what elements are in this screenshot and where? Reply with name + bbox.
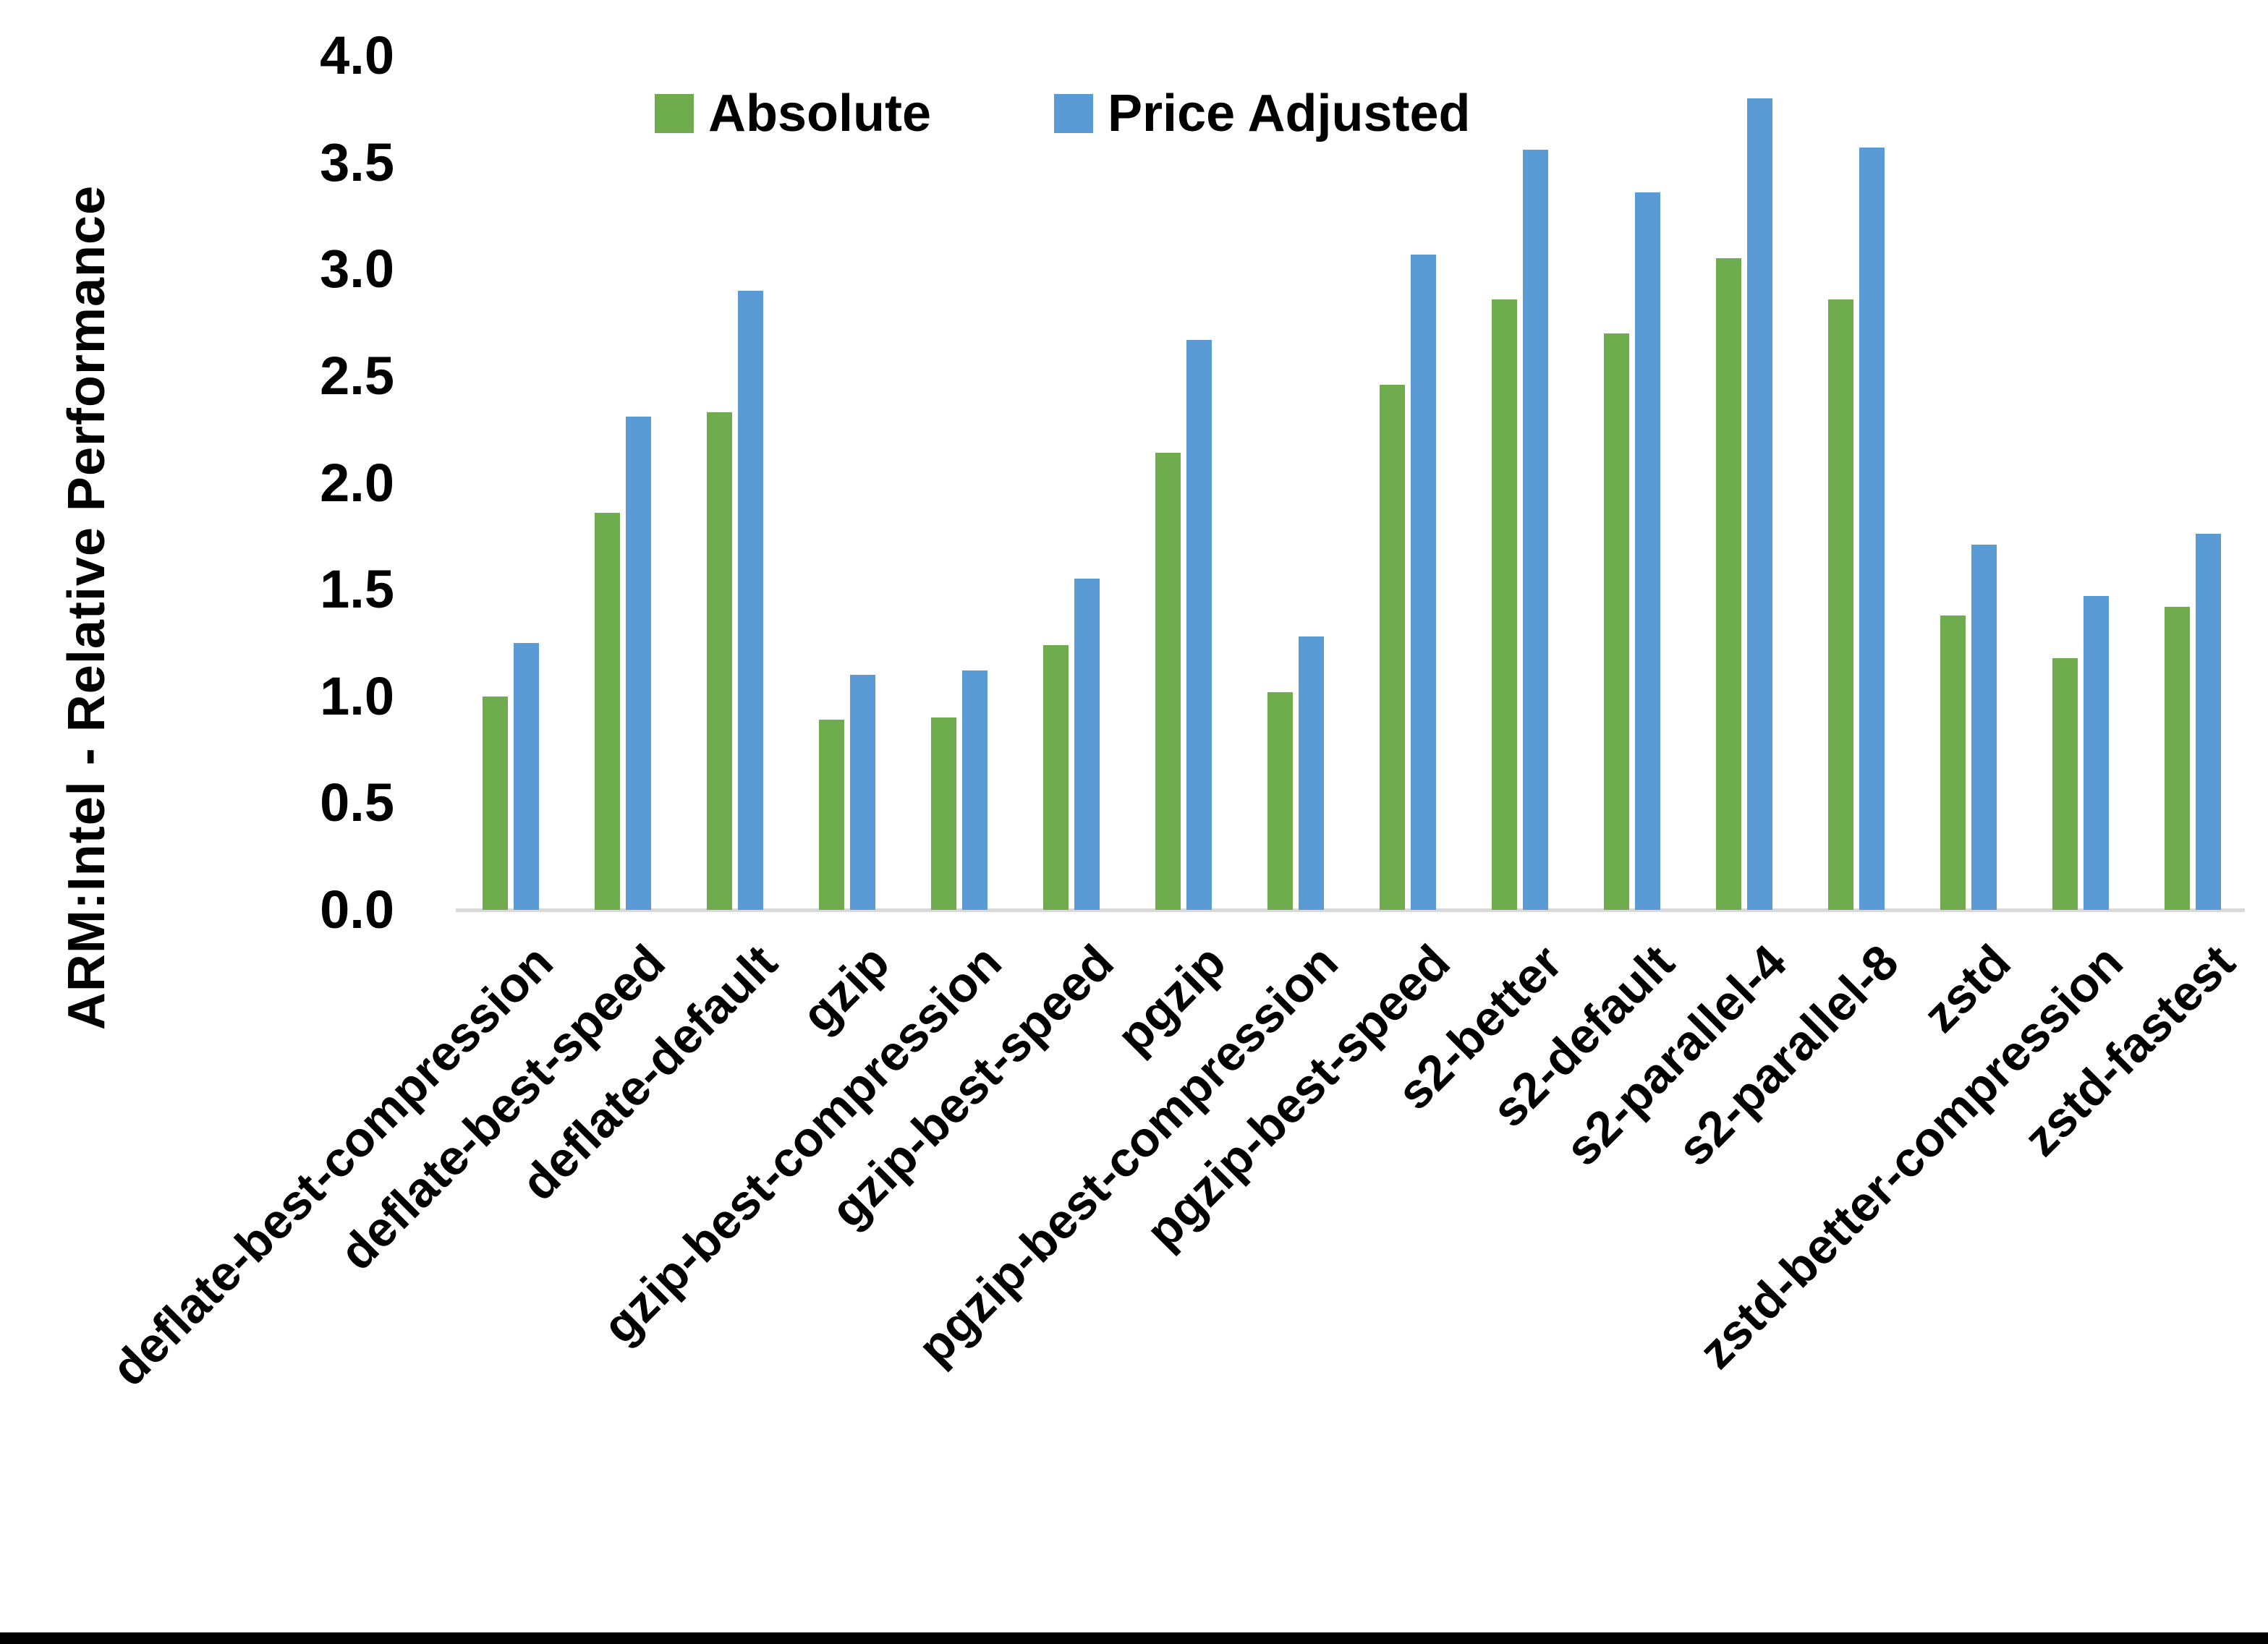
bar-price-adjusted-deflate-default [738,291,763,910]
bar-absolute-pgzip-best-compression [1267,692,1293,910]
bar-price-adjusted-deflate-best-compression [514,643,539,910]
bottom-border-bar [0,1632,2268,1644]
bar-price-adjusted-gzip-best-speed [1074,579,1100,910]
y-tick-4.0: 4.0 [320,25,394,85]
y-axis-title: ARM:Intel - Relative Performance [58,184,116,1031]
y-tick-3.5: 3.5 [320,132,394,192]
bar-absolute-deflate-best-compression [483,697,508,910]
bar-absolute-pgzip-best-speed [1380,385,1405,910]
bar-absolute-pgzip [1155,453,1181,910]
bar-absolute-gzip [819,720,844,910]
bar-absolute-s2-better [1492,299,1517,910]
bar-price-adjusted-s2-parallel-8 [1859,148,1885,910]
y-tick-2.5: 2.5 [320,345,394,406]
legend-item-price-adjusted: Price Adjusted [1054,84,1470,143]
y-tick-0.5: 0.5 [320,772,394,833]
y-tick-3.0: 3.0 [320,239,394,299]
legend: Absolute Price Adjusted [655,84,1470,143]
y-tick-2.0: 2.0 [320,452,394,513]
bar-price-adjusted-pgzip [1186,340,1212,910]
bar-absolute-s2-parallel-4 [1716,258,1741,910]
legend-swatch-price-adjusted [1054,94,1094,133]
legend-swatch-absolute [655,94,694,133]
bar-price-adjusted-zstd [1971,545,1997,910]
bar-price-adjusted-zstd-fastest [2196,534,2221,910]
bar-price-adjusted-pgzip-best-compression [1299,636,1324,910]
bar-absolute-zstd [1940,616,1966,910]
legend-label-absolute: Absolute [708,85,932,142]
bar-absolute-zstd-better-compression [2052,658,2078,910]
bar-price-adjusted-s2-better [1523,150,1548,910]
y-tick-1.0: 1.0 [320,665,394,726]
y-tick-1.5: 1.5 [320,559,394,620]
bar-price-adjusted-s2-parallel-4 [1747,98,1772,910]
bar-price-adjusted-gzip [850,675,875,910]
bar-absolute-s2-parallel-8 [1828,299,1853,910]
bar-absolute-deflate-default [707,412,732,910]
y-tick-0.0: 0.0 [320,880,394,940]
bar-absolute-gzip-best-speed [1043,645,1069,910]
x-axis-baseline [456,908,2245,912]
bar-price-adjusted-pgzip-best-speed [1411,255,1436,910]
bar-price-adjusted-s2-default [1635,192,1660,910]
bar-absolute-deflate-best-speed [595,513,620,910]
bar-absolute-s2-default [1604,333,1629,910]
bar-price-adjusted-gzip-best-compression [962,670,988,910]
bar-price-adjusted-zstd-better-compression [2084,596,2109,910]
bar-price-adjusted-deflate-best-speed [626,417,651,910]
bar-absolute-zstd-fastest [2165,607,2190,910]
legend-label-price-adjusted: Price Adjusted [1108,85,1471,142]
legend-item-absolute: Absolute [655,84,931,143]
bar-absolute-gzip-best-compression [931,717,956,910]
